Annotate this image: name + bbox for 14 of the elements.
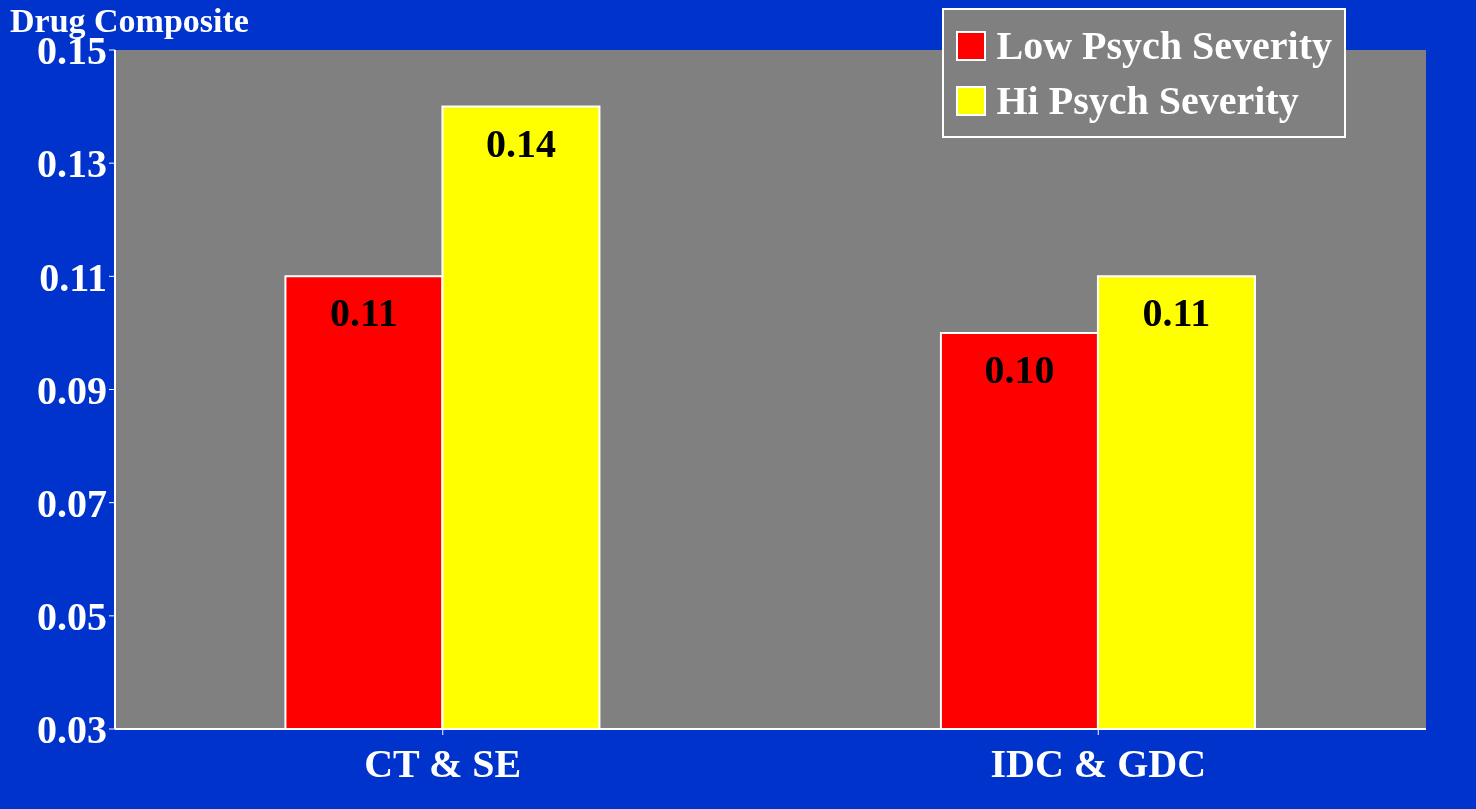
y-tick-label: 0.07 — [37, 480, 107, 526]
data-label: 0.11 — [1142, 290, 1211, 336]
legend-label: Hi Psych Severity — [996, 77, 1299, 124]
y-tick-label: 0.11 — [39, 254, 107, 300]
y-tick-label: 0.13 — [37, 141, 107, 187]
x-tick-label: CT & SE — [364, 741, 522, 787]
legend-label: Low Psych Severity — [996, 22, 1332, 69]
data-label: 0.11 — [330, 290, 398, 336]
y-tick-label: 0.03 — [37, 707, 107, 753]
y-tick-label: 0.09 — [37, 367, 107, 413]
x-tick-label: IDC & GDC — [990, 741, 1207, 787]
data-label: 0.14 — [485, 120, 556, 166]
data-label: 0.10 — [984, 346, 1055, 392]
y-tick-label: 0.05 — [37, 594, 107, 640]
